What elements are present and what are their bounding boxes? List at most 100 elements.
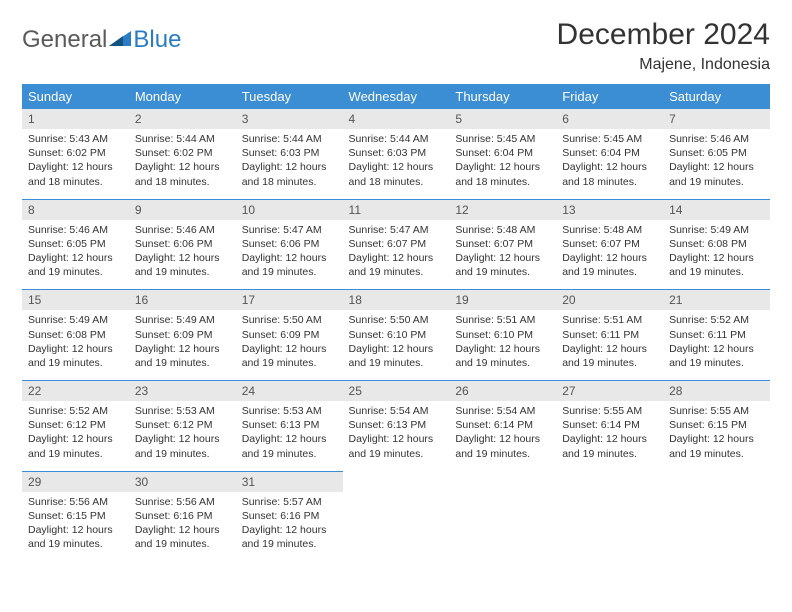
calendar-day-cell: 24Sunrise: 5:53 AMSunset: 6:13 PMDayligh… — [236, 381, 343, 472]
calendar-day-cell: 31Sunrise: 5:57 AMSunset: 6:16 PMDayligh… — [236, 471, 343, 561]
day-number: 25 — [343, 381, 450, 401]
weekday-header: Saturday — [663, 84, 770, 109]
location-label: Majene, Indonesia — [557, 56, 770, 74]
calendar-week-row: 29Sunrise: 5:56 AMSunset: 6:15 PMDayligh… — [22, 471, 770, 561]
weekday-header-row: SundayMondayTuesdayWednesdayThursdayFrid… — [22, 84, 770, 109]
day-info: Sunrise: 5:53 AMSunset: 6:12 PMDaylight:… — [129, 401, 236, 471]
day-info: Sunrise: 5:56 AMSunset: 6:15 PMDaylight:… — [22, 492, 129, 562]
day-info: Sunrise: 5:47 AMSunset: 6:06 PMDaylight:… — [236, 220, 343, 290]
day-number: 4 — [343, 109, 450, 129]
day-number: 8 — [22, 200, 129, 220]
day-info: Sunrise: 5:52 AMSunset: 6:11 PMDaylight:… — [663, 310, 770, 380]
day-info: Sunrise: 5:54 AMSunset: 6:13 PMDaylight:… — [343, 401, 450, 471]
day-info: Sunrise: 5:45 AMSunset: 6:04 PMDaylight:… — [449, 129, 556, 199]
calendar-day-cell — [556, 471, 663, 561]
day-info: Sunrise: 5:51 AMSunset: 6:11 PMDaylight:… — [556, 310, 663, 380]
day-number: 30 — [129, 472, 236, 492]
calendar-day-cell — [449, 471, 556, 561]
day-info: Sunrise: 5:55 AMSunset: 6:15 PMDaylight:… — [663, 401, 770, 471]
day-number: 26 — [449, 381, 556, 401]
weekday-header: Thursday — [449, 84, 556, 109]
calendar-day-cell: 12Sunrise: 5:48 AMSunset: 6:07 PMDayligh… — [449, 199, 556, 290]
day-info: Sunrise: 5:56 AMSunset: 6:16 PMDaylight:… — [129, 492, 236, 562]
calendar-day-cell: 18Sunrise: 5:50 AMSunset: 6:10 PMDayligh… — [343, 290, 450, 381]
day-info: Sunrise: 5:47 AMSunset: 6:07 PMDaylight:… — [343, 220, 450, 290]
day-number: 12 — [449, 200, 556, 220]
calendar-day-cell: 20Sunrise: 5:51 AMSunset: 6:11 PMDayligh… — [556, 290, 663, 381]
weekday-header: Monday — [129, 84, 236, 109]
day-info: Sunrise: 5:53 AMSunset: 6:13 PMDaylight:… — [236, 401, 343, 471]
day-info: Sunrise: 5:49 AMSunset: 6:08 PMDaylight:… — [22, 310, 129, 380]
day-number: 9 — [129, 200, 236, 220]
day-info: Sunrise: 5:50 AMSunset: 6:10 PMDaylight:… — [343, 310, 450, 380]
calendar-day-cell: 26Sunrise: 5:54 AMSunset: 6:14 PMDayligh… — [449, 381, 556, 472]
month-title: December 2024 — [557, 18, 770, 52]
calendar-day-cell: 29Sunrise: 5:56 AMSunset: 6:15 PMDayligh… — [22, 471, 129, 561]
weekday-header: Tuesday — [236, 84, 343, 109]
calendar-day-cell: 4Sunrise: 5:44 AMSunset: 6:03 PMDaylight… — [343, 109, 450, 199]
day-info: Sunrise: 5:55 AMSunset: 6:14 PMDaylight:… — [556, 401, 663, 471]
calendar-day-cell: 22Sunrise: 5:52 AMSunset: 6:12 PMDayligh… — [22, 381, 129, 472]
day-number: 19 — [449, 290, 556, 310]
day-number: 29 — [22, 472, 129, 492]
calendar-day-cell: 2Sunrise: 5:44 AMSunset: 6:02 PMDaylight… — [129, 109, 236, 199]
day-info: Sunrise: 5:49 AMSunset: 6:09 PMDaylight:… — [129, 310, 236, 380]
day-info: Sunrise: 5:44 AMSunset: 6:03 PMDaylight:… — [343, 129, 450, 199]
day-number: 14 — [663, 200, 770, 220]
day-number: 18 — [343, 290, 450, 310]
calendar-day-cell: 19Sunrise: 5:51 AMSunset: 6:10 PMDayligh… — [449, 290, 556, 381]
day-number: 3 — [236, 109, 343, 129]
day-number: 24 — [236, 381, 343, 401]
calendar-day-cell — [663, 471, 770, 561]
day-info: Sunrise: 5:46 AMSunset: 6:06 PMDaylight:… — [129, 220, 236, 290]
calendar-week-row: 1Sunrise: 5:43 AMSunset: 6:02 PMDaylight… — [22, 109, 770, 199]
calendar-day-cell: 28Sunrise: 5:55 AMSunset: 6:15 PMDayligh… — [663, 381, 770, 472]
day-number: 13 — [556, 200, 663, 220]
calendar-day-cell: 5Sunrise: 5:45 AMSunset: 6:04 PMDaylight… — [449, 109, 556, 199]
day-info: Sunrise: 5:51 AMSunset: 6:10 PMDaylight:… — [449, 310, 556, 380]
day-info: Sunrise: 5:45 AMSunset: 6:04 PMDaylight:… — [556, 129, 663, 199]
brand-text-general: General — [22, 26, 107, 54]
day-number: 2 — [129, 109, 236, 129]
calendar-day-cell: 27Sunrise: 5:55 AMSunset: 6:14 PMDayligh… — [556, 381, 663, 472]
calendar-week-row: 22Sunrise: 5:52 AMSunset: 6:12 PMDayligh… — [22, 381, 770, 472]
calendar-day-cell: 21Sunrise: 5:52 AMSunset: 6:11 PMDayligh… — [663, 290, 770, 381]
day-info: Sunrise: 5:50 AMSunset: 6:09 PMDaylight:… — [236, 310, 343, 380]
calendar-day-cell: 11Sunrise: 5:47 AMSunset: 6:07 PMDayligh… — [343, 199, 450, 290]
weekday-header: Friday — [556, 84, 663, 109]
calendar-week-row: 8Sunrise: 5:46 AMSunset: 6:05 PMDaylight… — [22, 199, 770, 290]
calendar-day-cell: 9Sunrise: 5:46 AMSunset: 6:06 PMDaylight… — [129, 199, 236, 290]
day-number: 21 — [663, 290, 770, 310]
day-info: Sunrise: 5:52 AMSunset: 6:12 PMDaylight:… — [22, 401, 129, 471]
title-block: December 2024 Majene, Indonesia — [557, 18, 770, 74]
day-info: Sunrise: 5:46 AMSunset: 6:05 PMDaylight:… — [663, 129, 770, 199]
calendar-day-cell: 10Sunrise: 5:47 AMSunset: 6:06 PMDayligh… — [236, 199, 343, 290]
day-number: 23 — [129, 381, 236, 401]
day-info: Sunrise: 5:54 AMSunset: 6:14 PMDaylight:… — [449, 401, 556, 471]
weekday-header: Wednesday — [343, 84, 450, 109]
calendar-day-cell: 3Sunrise: 5:44 AMSunset: 6:03 PMDaylight… — [236, 109, 343, 199]
day-number: 7 — [663, 109, 770, 129]
calendar-table: SundayMondayTuesdayWednesdayThursdayFrid… — [22, 84, 770, 561]
day-info: Sunrise: 5:44 AMSunset: 6:03 PMDaylight:… — [236, 129, 343, 199]
day-number: 31 — [236, 472, 343, 492]
weekday-header: Sunday — [22, 84, 129, 109]
day-info: Sunrise: 5:48 AMSunset: 6:07 PMDaylight:… — [449, 220, 556, 290]
day-info: Sunrise: 5:46 AMSunset: 6:05 PMDaylight:… — [22, 220, 129, 290]
day-number: 5 — [449, 109, 556, 129]
calendar-day-cell — [343, 471, 450, 561]
day-number: 20 — [556, 290, 663, 310]
calendar-day-cell: 13Sunrise: 5:48 AMSunset: 6:07 PMDayligh… — [556, 199, 663, 290]
day-number: 28 — [663, 381, 770, 401]
calendar-week-row: 15Sunrise: 5:49 AMSunset: 6:08 PMDayligh… — [22, 290, 770, 381]
day-info: Sunrise: 5:49 AMSunset: 6:08 PMDaylight:… — [663, 220, 770, 290]
day-number: 6 — [556, 109, 663, 129]
day-number: 10 — [236, 200, 343, 220]
day-number: 1 — [22, 109, 129, 129]
brand-triangle-icon — [109, 28, 131, 53]
day-number: 11 — [343, 200, 450, 220]
day-number: 17 — [236, 290, 343, 310]
calendar-day-cell: 16Sunrise: 5:49 AMSunset: 6:09 PMDayligh… — [129, 290, 236, 381]
calendar-day-cell: 15Sunrise: 5:49 AMSunset: 6:08 PMDayligh… — [22, 290, 129, 381]
calendar-body: 1Sunrise: 5:43 AMSunset: 6:02 PMDaylight… — [22, 109, 770, 561]
